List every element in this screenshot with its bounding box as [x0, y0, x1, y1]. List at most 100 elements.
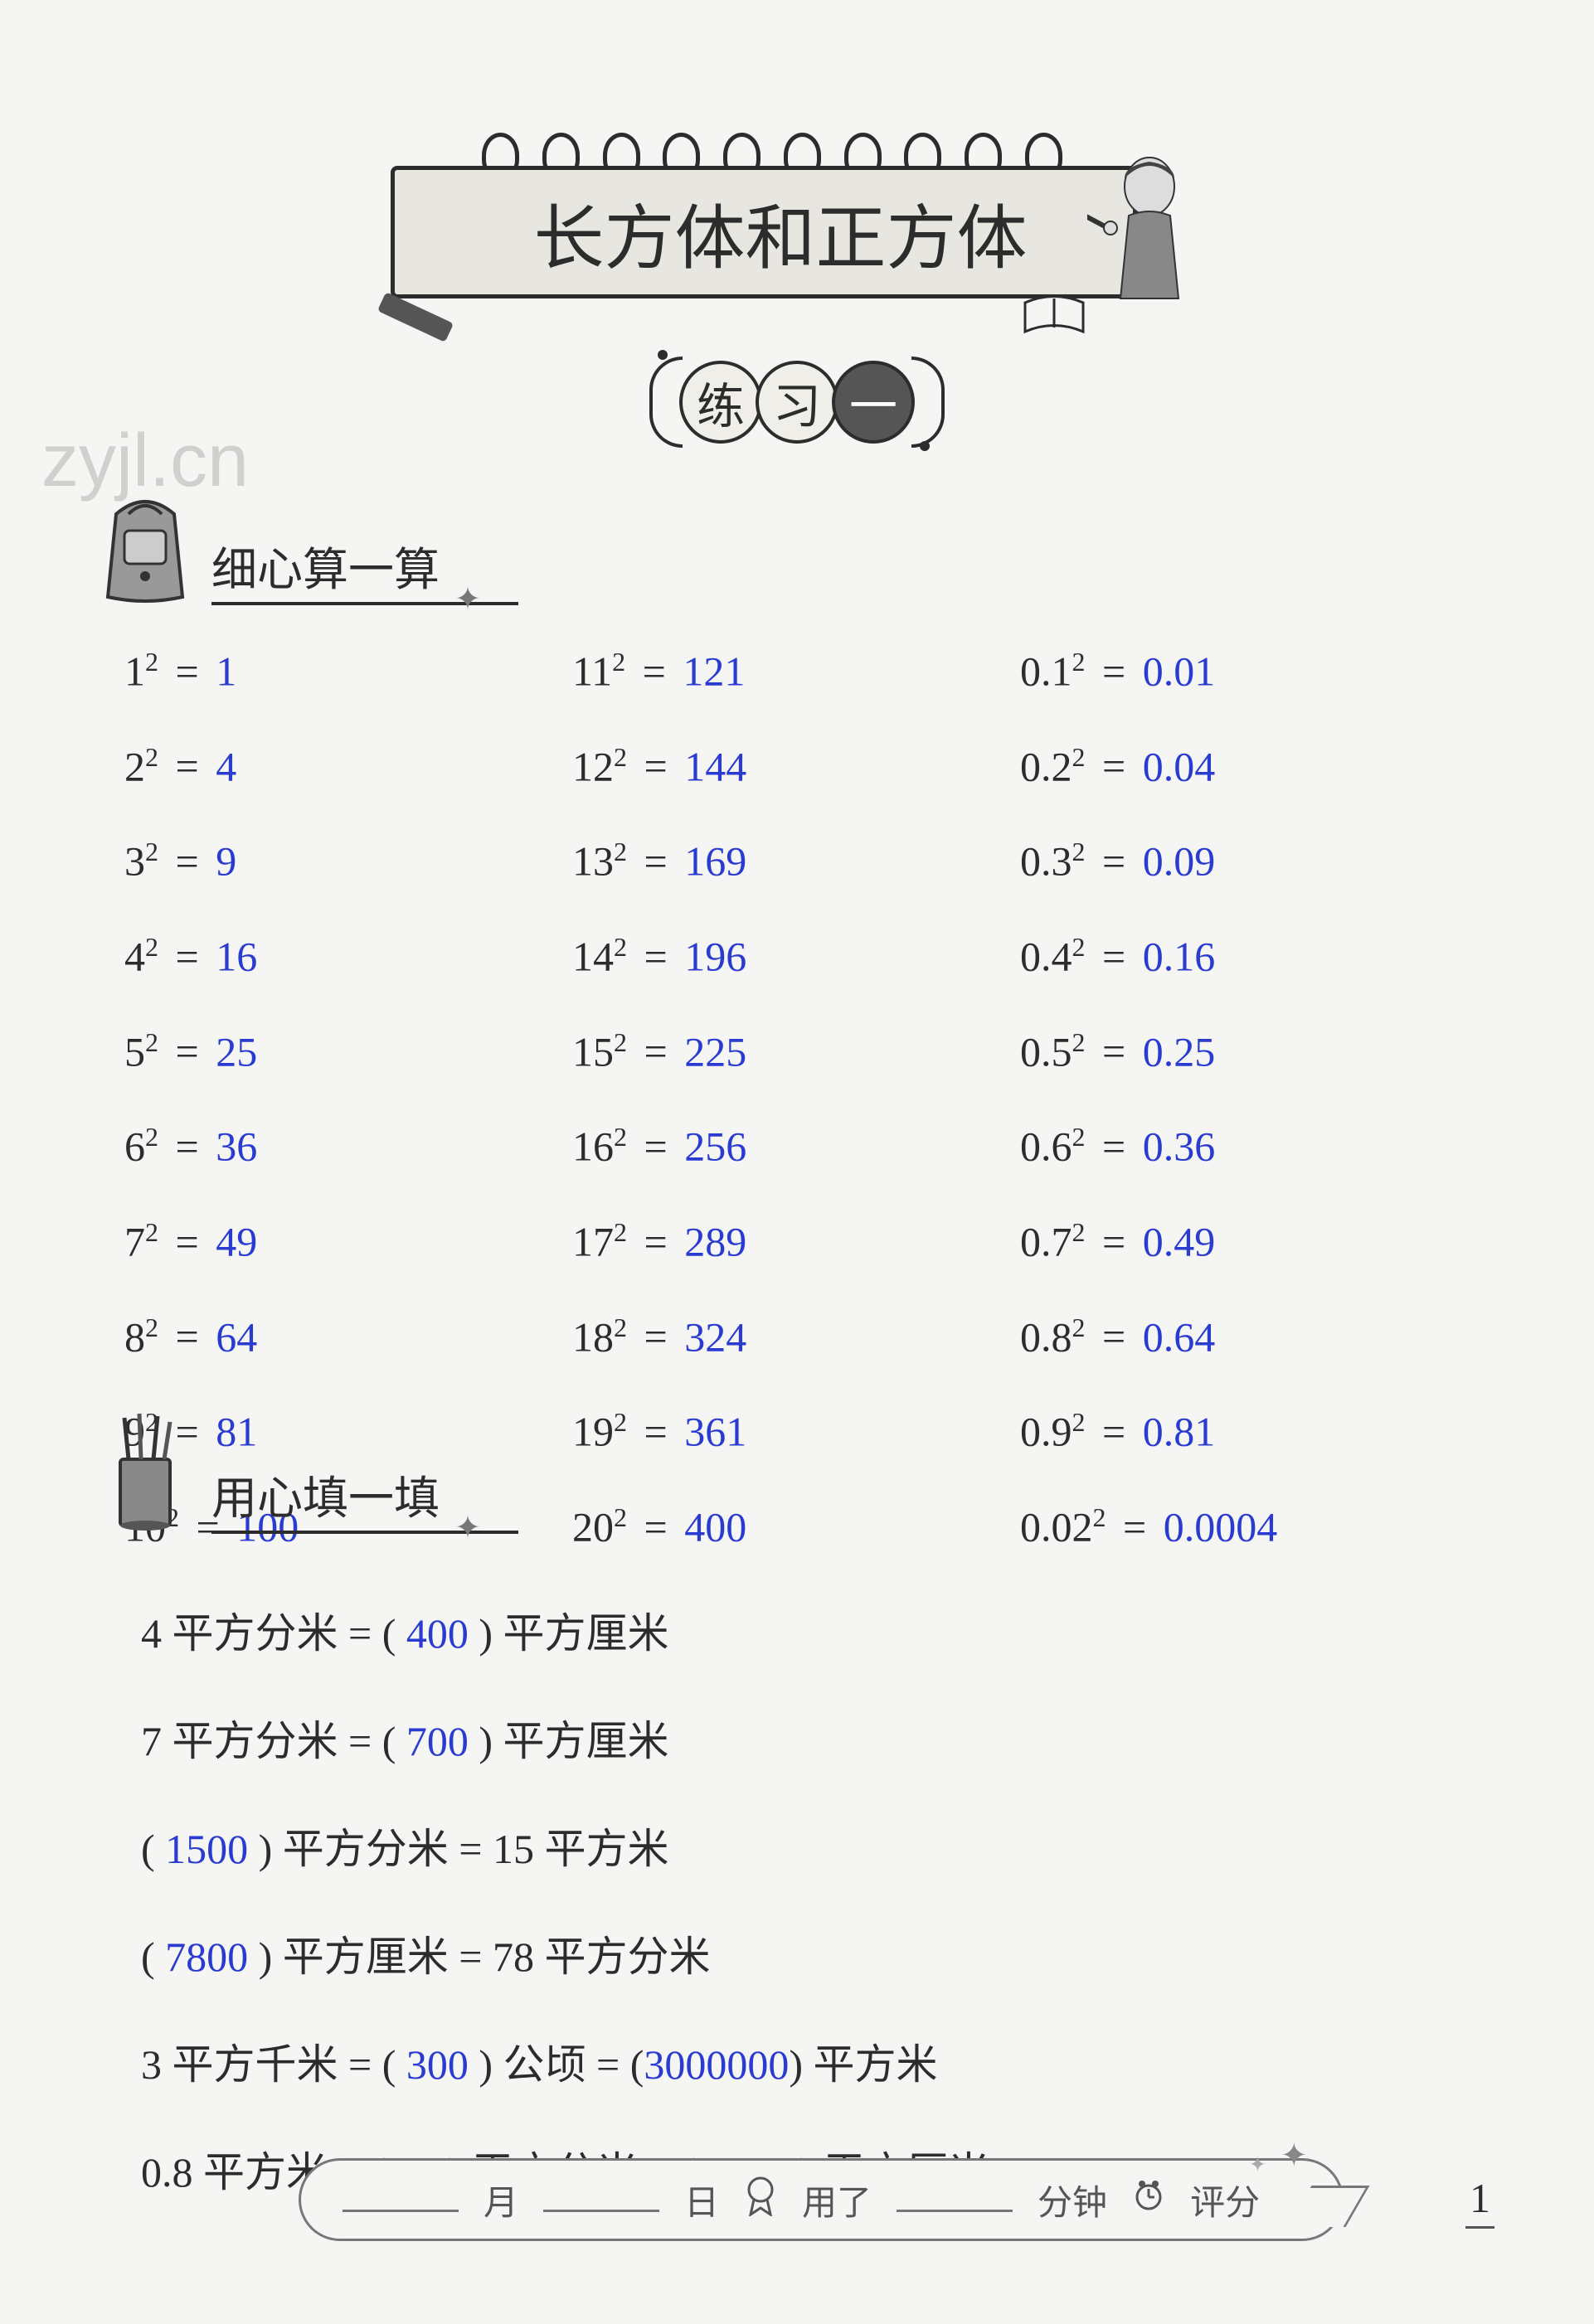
exercise-subtitle: 练 习 一 [649, 357, 945, 448]
medal-icon [744, 2175, 777, 2225]
footer-minutes: 分钟 [1038, 2175, 1107, 2225]
star-icon: ✦ [1249, 2152, 1266, 2177]
equals-sign: = [1092, 1409, 1136, 1455]
square-answer: 25 [216, 1028, 257, 1075]
equals-sign: = [165, 1313, 209, 1360]
square-answer: 0.49 [1143, 1219, 1216, 1265]
square-answer: 1 [216, 648, 236, 695]
square-cell: 22 = 4 [124, 742, 572, 791]
square-base: 5 [124, 1028, 145, 1075]
square-answer: 289 [684, 1219, 746, 1265]
equals-sign: = [1092, 743, 1136, 789]
square-base: 7 [124, 1219, 145, 1265]
square-exponent: 2 [1072, 1407, 1086, 1437]
square-answer: 16 [216, 934, 257, 980]
square-base: 20 [572, 1504, 614, 1550]
square-exponent: 2 [145, 837, 158, 866]
square-exponent: 2 [145, 1027, 158, 1057]
square-cell: 32 = 9 [124, 837, 572, 885]
footer-strip: ✦ ✦ 月 日 用了分钟 评分 [299, 2158, 1344, 2241]
square-base: 3 [124, 838, 145, 885]
square-base: 4 [124, 934, 145, 980]
square-cell: 162 = 256 [572, 1122, 1020, 1171]
square-answer: 0.16 [1143, 934, 1216, 980]
equals-sign: = [634, 1313, 678, 1360]
square-cell: 0.92 = 0.81 [1020, 1407, 1468, 1456]
square-answer: 0.25 [1143, 1028, 1216, 1075]
square-base: 11 [572, 648, 612, 695]
equals-sign: = [634, 1409, 678, 1455]
star-icon: ✦ [454, 580, 481, 618]
square-answer: 256 [684, 1123, 746, 1170]
square-answer: 0.81 [1143, 1409, 1216, 1455]
square-answer: 400 [684, 1504, 746, 1550]
square-exponent: 2 [145, 742, 158, 772]
square-exponent: 2 [145, 647, 158, 677]
square-exponent: 2 [1072, 837, 1086, 866]
square-cell: 0.72 = 0.49 [1020, 1217, 1468, 1266]
square-base: 0.4 [1020, 934, 1072, 980]
square-cell: 172 = 289 [572, 1217, 1020, 1266]
square-answer: 169 [684, 838, 746, 885]
square-cell: 12 = 1 [124, 647, 572, 696]
subtitle-char-1: 练 [679, 361, 762, 444]
square-cell: 202 = 400 [572, 1502, 1020, 1551]
pencil-icon [377, 292, 454, 342]
square-cell: 52 = 25 [124, 1027, 572, 1076]
square-base: 0.6 [1020, 1123, 1072, 1170]
equals-sign: = [165, 934, 209, 980]
square-base: 13 [572, 838, 614, 885]
equals-sign: = [1092, 1219, 1136, 1265]
fill-row-1: 4 平方分米 = ( 400 ) 平方厘米 [141, 1584, 989, 1683]
page: zyjl.cn 长方体和正方体 练 习 一 [0, 0, 1594, 2324]
square-answer: 64 [216, 1313, 257, 1360]
equals-sign: = [165, 1028, 209, 1075]
square-exponent: 2 [614, 932, 627, 962]
square-exponent: 2 [1072, 1122, 1086, 1152]
square-answer: 144 [684, 743, 746, 789]
footer-score: 评分 [1190, 2175, 1260, 2225]
square-exponent: 2 [145, 932, 158, 962]
subtitle-char-3: 一 [832, 361, 915, 444]
square-base: 0.02 [1020, 1504, 1093, 1550]
square-exponent: 2 [145, 1122, 158, 1152]
square-cell: 132 = 169 [572, 837, 1020, 885]
square-answer: 225 [684, 1028, 746, 1075]
page-number: 1 [1465, 2174, 1494, 2229]
square-base: 19 [572, 1409, 614, 1455]
square-exponent: 2 [612, 647, 625, 677]
equals-sign: = [632, 648, 676, 695]
square-base: 12 [572, 743, 614, 789]
fill-row-5: 3 平方千米 = ( 300 ) 公顷 = (3000000) 平方米 [141, 2015, 989, 2114]
square-answer: 0.0004 [1164, 1504, 1278, 1550]
square-base: 0.2 [1020, 743, 1072, 789]
square-exponent: 2 [614, 1217, 627, 1247]
equals-sign: = [634, 934, 678, 980]
footer-day: 日 [684, 2175, 719, 2225]
equals-sign: = [1092, 648, 1136, 695]
clock-icon [1132, 2179, 1165, 2221]
equals-sign: = [1092, 1313, 1136, 1360]
footer-month: 月 [484, 2175, 518, 2225]
section2-title: 用心填一填 [211, 1461, 440, 1527]
equals-sign: = [1092, 1028, 1136, 1075]
square-exponent: 2 [614, 1502, 627, 1532]
equals-sign: = [165, 1219, 209, 1265]
square-answer: 36 [216, 1123, 257, 1170]
square-answer: 0.01 [1143, 648, 1216, 695]
square-base: 0.3 [1020, 838, 1072, 885]
equals-sign: = [1092, 1123, 1136, 1170]
square-exponent: 2 [614, 1027, 627, 1057]
square-base: 14 [572, 934, 614, 980]
square-exponent: 2 [614, 742, 627, 772]
square-cell: 182 = 324 [572, 1312, 1020, 1361]
square-cell: 62 = 36 [124, 1122, 572, 1171]
square-exponent: 2 [614, 1312, 627, 1342]
fill-row-4: ( 7800 ) 平方厘米 = 78 平方分米 [141, 1907, 989, 2006]
fill-row-3: ( 1500 ) 平方分米 = 15 平方米 [141, 1799, 989, 1899]
equals-sign: = [634, 743, 678, 789]
square-exponent: 2 [1072, 1027, 1086, 1057]
square-cell: 112 = 121 [572, 647, 1020, 696]
section-fill: 用心填一填 ✦ [91, 1409, 440, 1534]
square-answer: 9 [216, 838, 236, 885]
